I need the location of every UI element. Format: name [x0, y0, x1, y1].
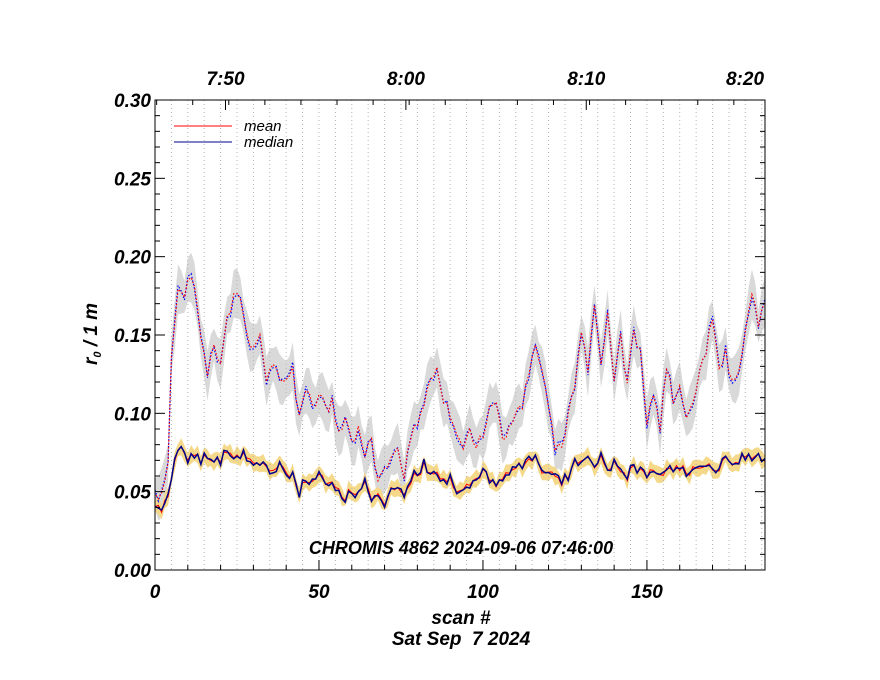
y-axis-title-rest: / 1 m	[81, 303, 102, 352]
top-tick-label: 8:20	[726, 69, 764, 90]
data-lines	[154, 272, 766, 514]
top-tick-label: 8:00	[387, 69, 425, 90]
upper-median-series	[154, 272, 766, 504]
chart-annotation: CHROMIS 4862 2024-09-06 07:46:00	[309, 538, 613, 558]
y-tick-label: 0.10	[114, 404, 151, 425]
legend: mean median	[174, 118, 293, 151]
y-tick-label: 0.20	[114, 248, 151, 269]
x-tick-label: 0	[150, 582, 161, 603]
y-tick-label: 0.05	[114, 483, 151, 504]
date-label: Sat Sep 7 2024	[392, 629, 531, 650]
legend-median-label: median	[244, 134, 293, 151]
top-tick-label: 7:50	[206, 69, 244, 90]
uncertainty-bands	[155, 252, 765, 521]
x-tick-label: 100	[467, 582, 499, 603]
y-axis-title: r0 / 1 m	[81, 303, 104, 365]
legend-mean-label: mean	[244, 118, 282, 135]
y-axis-title-r: r	[81, 356, 102, 365]
y-axis-title-sub: 0	[92, 351, 104, 358]
x-axis-title: scan #	[431, 608, 491, 629]
upper-band	[155, 252, 765, 521]
y-tick-label: 0.25	[114, 169, 151, 190]
upper-mean-series	[154, 276, 766, 500]
x-tick-label: 50	[308, 582, 330, 603]
axis-ticks: 0 50 100 150 0.00 0.05 0.10 0.15 0.20 0.25 0.30 7:5…	[114, 69, 766, 603]
y-tick-label: 0.30	[114, 91, 151, 112]
x-tick-label: 150	[631, 582, 663, 603]
y-tick-label: 0.15	[114, 326, 151, 347]
y-tick-label: 0.00	[114, 561, 151, 582]
lower-band	[155, 438, 765, 520]
lower-median-series	[154, 445, 766, 512]
top-tick-label: 8:10	[567, 69, 605, 90]
